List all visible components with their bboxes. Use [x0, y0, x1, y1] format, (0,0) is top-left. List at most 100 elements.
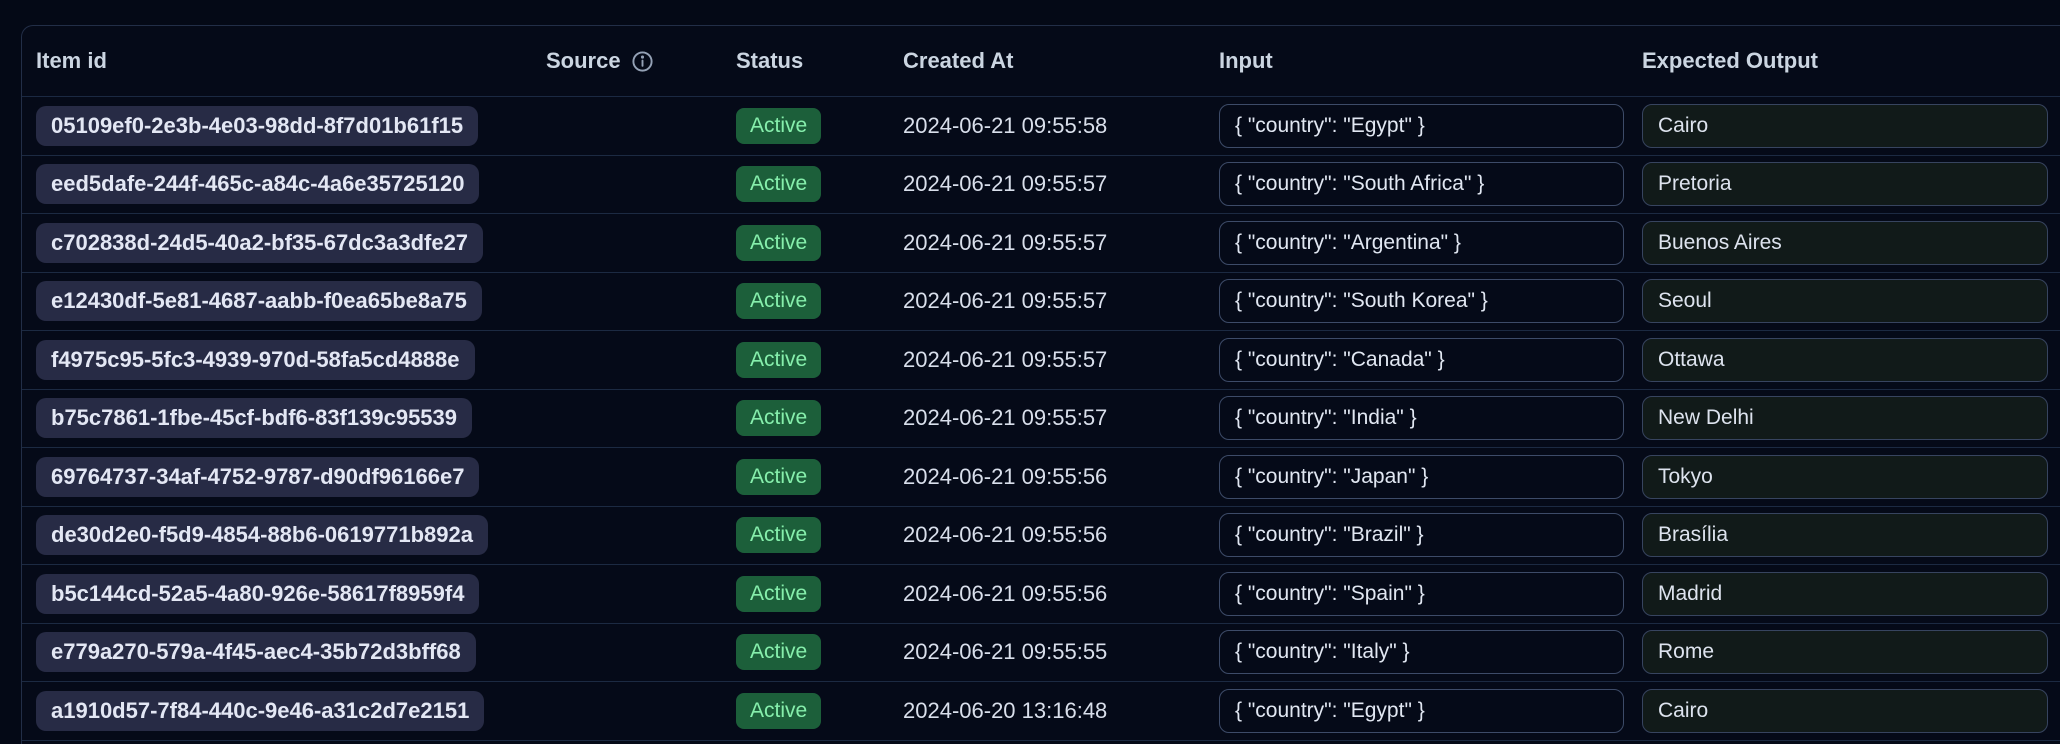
input-value-box[interactable]: { "country": "Spain" }: [1219, 571, 1624, 616]
input-cell: { "country": "Egypt" }: [1205, 103, 1628, 148]
table-row[interactable]: eed5dafe-244f-465c-a84c-4a6e35725120 Acti…: [22, 156, 2060, 214]
item-id-cell: 05109ef0-2e3b-4e03-98dd-8f7d01b61f15: [22, 105, 532, 146]
item-id-pill[interactable]: 69764737-34af-4752-9787-d90df96166e7: [36, 456, 480, 497]
table-row[interactable]: c702838d-24d5-40a2-bf35-67dc3a3dfe27 Acti…: [22, 214, 2060, 273]
created-at-value: 2024-06-20 13:16:48: [903, 697, 1108, 723]
input-value-box[interactable]: { "country": "India" }: [1219, 396, 1624, 441]
column-header-label: Input: [1219, 48, 1273, 73]
item-id-cell: de30d2e0-f5d9-4854-88b6-0619771b892a: [22, 515, 532, 556]
created-at-value: 2024-06-21 09:55:55: [903, 639, 1108, 665]
item-id-cell: eed5dafe-244f-465c-a84c-4a6e35725120: [22, 164, 532, 205]
status-cell: Active: [722, 224, 889, 261]
input-cell: { "country": "Argentina" }: [1205, 220, 1628, 265]
expected-output-value-box[interactable]: Tokyo: [1642, 454, 2048, 499]
status-cell: Active: [722, 107, 889, 144]
column-header-label: Expected Output: [1642, 48, 1819, 73]
created-at-value: 2024-06-21 09:55:57: [903, 229, 1108, 255]
created-at-cell: 2024-06-20 13:16:48: [889, 698, 1205, 724]
column-header-created_at: Created At: [889, 48, 1205, 74]
expected-output-value-box[interactable]: Rome: [1642, 630, 2048, 675]
created-at-value: 2024-06-21 09:55:57: [903, 405, 1108, 431]
input-cell: { "country": "Canada" }: [1205, 337, 1628, 382]
column-header-label: Created At: [903, 48, 1014, 73]
status-badge: Active: [736, 692, 822, 729]
expected-output-value-box[interactable]: New Delhi: [1642, 396, 2048, 441]
table-row[interactable]: e12430df-5e81-4687-aabb-f0ea65be8a75 Acti…: [22, 273, 2060, 331]
info-icon[interactable]: [631, 50, 654, 73]
created-at-cell: 2024-06-21 09:55:58: [889, 113, 1205, 139]
created-at-cell: 2024-06-21 09:55:57: [889, 347, 1205, 373]
expected-output-value-box[interactable]: Pretoria: [1642, 162, 2048, 207]
status-badge: Active: [736, 517, 822, 554]
status-cell: Active: [722, 634, 889, 671]
table-row[interactable]: a1910d57-7f84-440c-9e46-a31c2d7e2151 Acti…: [22, 682, 2060, 741]
expected-output-cell: New Delhi: [1628, 396, 2060, 441]
table-row[interactable]: b75c7861-1fbe-45cf-bdf6-83f139c95539 Acti…: [22, 390, 2060, 448]
input-value-box[interactable]: { "country": "Egypt" }: [1219, 688, 1624, 733]
column-header-expected_output: Expected Output: [1628, 48, 2060, 74]
status-badge: Active: [736, 400, 822, 437]
input-value-box[interactable]: { "country": "Italy" }: [1219, 630, 1624, 675]
input-cell: { "country": "Egypt" }: [1205, 688, 1628, 733]
expected-output-cell: Seoul: [1628, 279, 2060, 324]
table-row[interactable]: e779a270-579a-4f45-aec4-35b72d3bff68 Acti…: [22, 624, 2060, 682]
input-value-box[interactable]: { "country": "South Africa" }: [1219, 162, 1624, 207]
input-cell: { "country": "India" }: [1205, 396, 1628, 441]
column-header-input: Input: [1205, 48, 1628, 74]
table-row[interactable]: 05109ef0-2e3b-4e03-98dd-8f7d01b61f15 Acti…: [22, 97, 2060, 156]
created-at-cell: 2024-06-21 09:55:55: [889, 639, 1205, 665]
column-header-item_id: Item id: [22, 48, 532, 74]
item-id-pill[interactable]: e12430df-5e81-4687-aabb-f0ea65be8a75: [36, 281, 482, 322]
created-at-value: 2024-06-21 09:55:57: [903, 288, 1108, 314]
item-id-pill[interactable]: e779a270-579a-4f45-aec4-35b72d3bff68: [36, 632, 476, 673]
input-cell: { "country": "Japan" }: [1205, 454, 1628, 499]
expected-output-cell: Madrid: [1628, 571, 2060, 616]
table-row[interactable]: f4975c95-5fc3-4939-970d-58fa5cd4888e Acti…: [22, 331, 2060, 390]
status-cell: Active: [722, 692, 889, 729]
item-id-pill[interactable]: eed5dafe-244f-465c-a84c-4a6e35725120: [36, 164, 480, 205]
item-id-pill[interactable]: f4975c95-5fc3-4939-970d-58fa5cd4888e: [36, 339, 475, 380]
status-badge: Active: [736, 458, 822, 495]
input-cell: { "country": "South Korea" }: [1205, 279, 1628, 324]
input-cell: { "country": "South Africa" }: [1205, 162, 1628, 207]
expected-output-value-box[interactable]: Seoul: [1642, 279, 2048, 324]
expected-output-value-box[interactable]: Madrid: [1642, 571, 2048, 616]
item-id-pill[interactable]: b5c144cd-52a5-4a80-926e-58617f8959f4: [36, 573, 480, 614]
expected-output-value-box[interactable]: Cairo: [1642, 103, 2048, 148]
item-id-pill[interactable]: c702838d-24d5-40a2-bf35-67dc3a3dfe27: [36, 222, 484, 263]
input-value-box[interactable]: { "country": "Canada" }: [1219, 337, 1624, 382]
status-cell: Active: [722, 166, 889, 203]
input-value-box[interactable]: { "country": "South Korea" }: [1219, 279, 1624, 324]
item-id-pill[interactable]: de30d2e0-f5d9-4854-88b6-0619771b892a: [36, 515, 488, 556]
expected-output-value-box[interactable]: Cairo: [1642, 688, 2048, 733]
input-value-box[interactable]: { "country": "Egypt" }: [1219, 103, 1624, 148]
item-id-pill[interactable]: 05109ef0-2e3b-4e03-98dd-8f7d01b61f15: [36, 105, 479, 146]
created-at-value: 2024-06-21 09:55:57: [903, 171, 1108, 197]
table-row[interactable]: 69764737-34af-4752-9787-d90df96166e7 Acti…: [22, 448, 2060, 507]
table-header-row: Item id Source Status Created At Input Expect…: [22, 26, 2060, 97]
expected-output-cell: Tokyo: [1628, 454, 2060, 499]
status-cell: Active: [722, 517, 889, 554]
input-value-box[interactable]: { "country": "Brazil" }: [1219, 513, 1624, 558]
table-row[interactable]: b5c144cd-52a5-4a80-926e-58617f8959f4 Acti…: [22, 565, 2060, 624]
expected-output-cell: Cairo: [1628, 103, 2060, 148]
item-id-pill[interactable]: b75c7861-1fbe-45cf-bdf6-83f139c95539: [36, 398, 473, 439]
input-value-box[interactable]: { "country": "Japan" }: [1219, 454, 1624, 499]
expected-output-value-box[interactable]: Brasília: [1642, 513, 2048, 558]
item-id-cell: c702838d-24d5-40a2-bf35-67dc3a3dfe27: [22, 222, 532, 263]
item-id-pill[interactable]: a1910d57-7f84-440c-9e46-a31c2d7e2151: [36, 690, 485, 731]
created-at-value: 2024-06-21 09:55:56: [903, 463, 1108, 489]
expected-output-cell: Pretoria: [1628, 162, 2060, 207]
table-row[interactable]: de30d2e0-f5d9-4854-88b6-0619771b892a Acti…: [22, 507, 2060, 565]
input-value-box[interactable]: { "country": "Argentina" }: [1219, 220, 1624, 265]
created-at-cell: 2024-06-21 09:55:57: [889, 288, 1205, 314]
input-cell: { "country": "Brazil" }: [1205, 513, 1628, 558]
expected-output-value-box[interactable]: Buenos Aires: [1642, 220, 2048, 265]
item-id-cell: 69764737-34af-4752-9787-d90df96166e7: [22, 456, 532, 497]
status-badge: Active: [736, 341, 822, 378]
expected-output-value-box[interactable]: Ottawa: [1642, 337, 2048, 382]
column-header-label: Source: [546, 48, 621, 73]
expected-output-cell: Buenos Aires: [1628, 220, 2060, 265]
created-at-value: 2024-06-21 09:55:56: [903, 522, 1108, 548]
expected-output-cell: Rome: [1628, 630, 2060, 675]
